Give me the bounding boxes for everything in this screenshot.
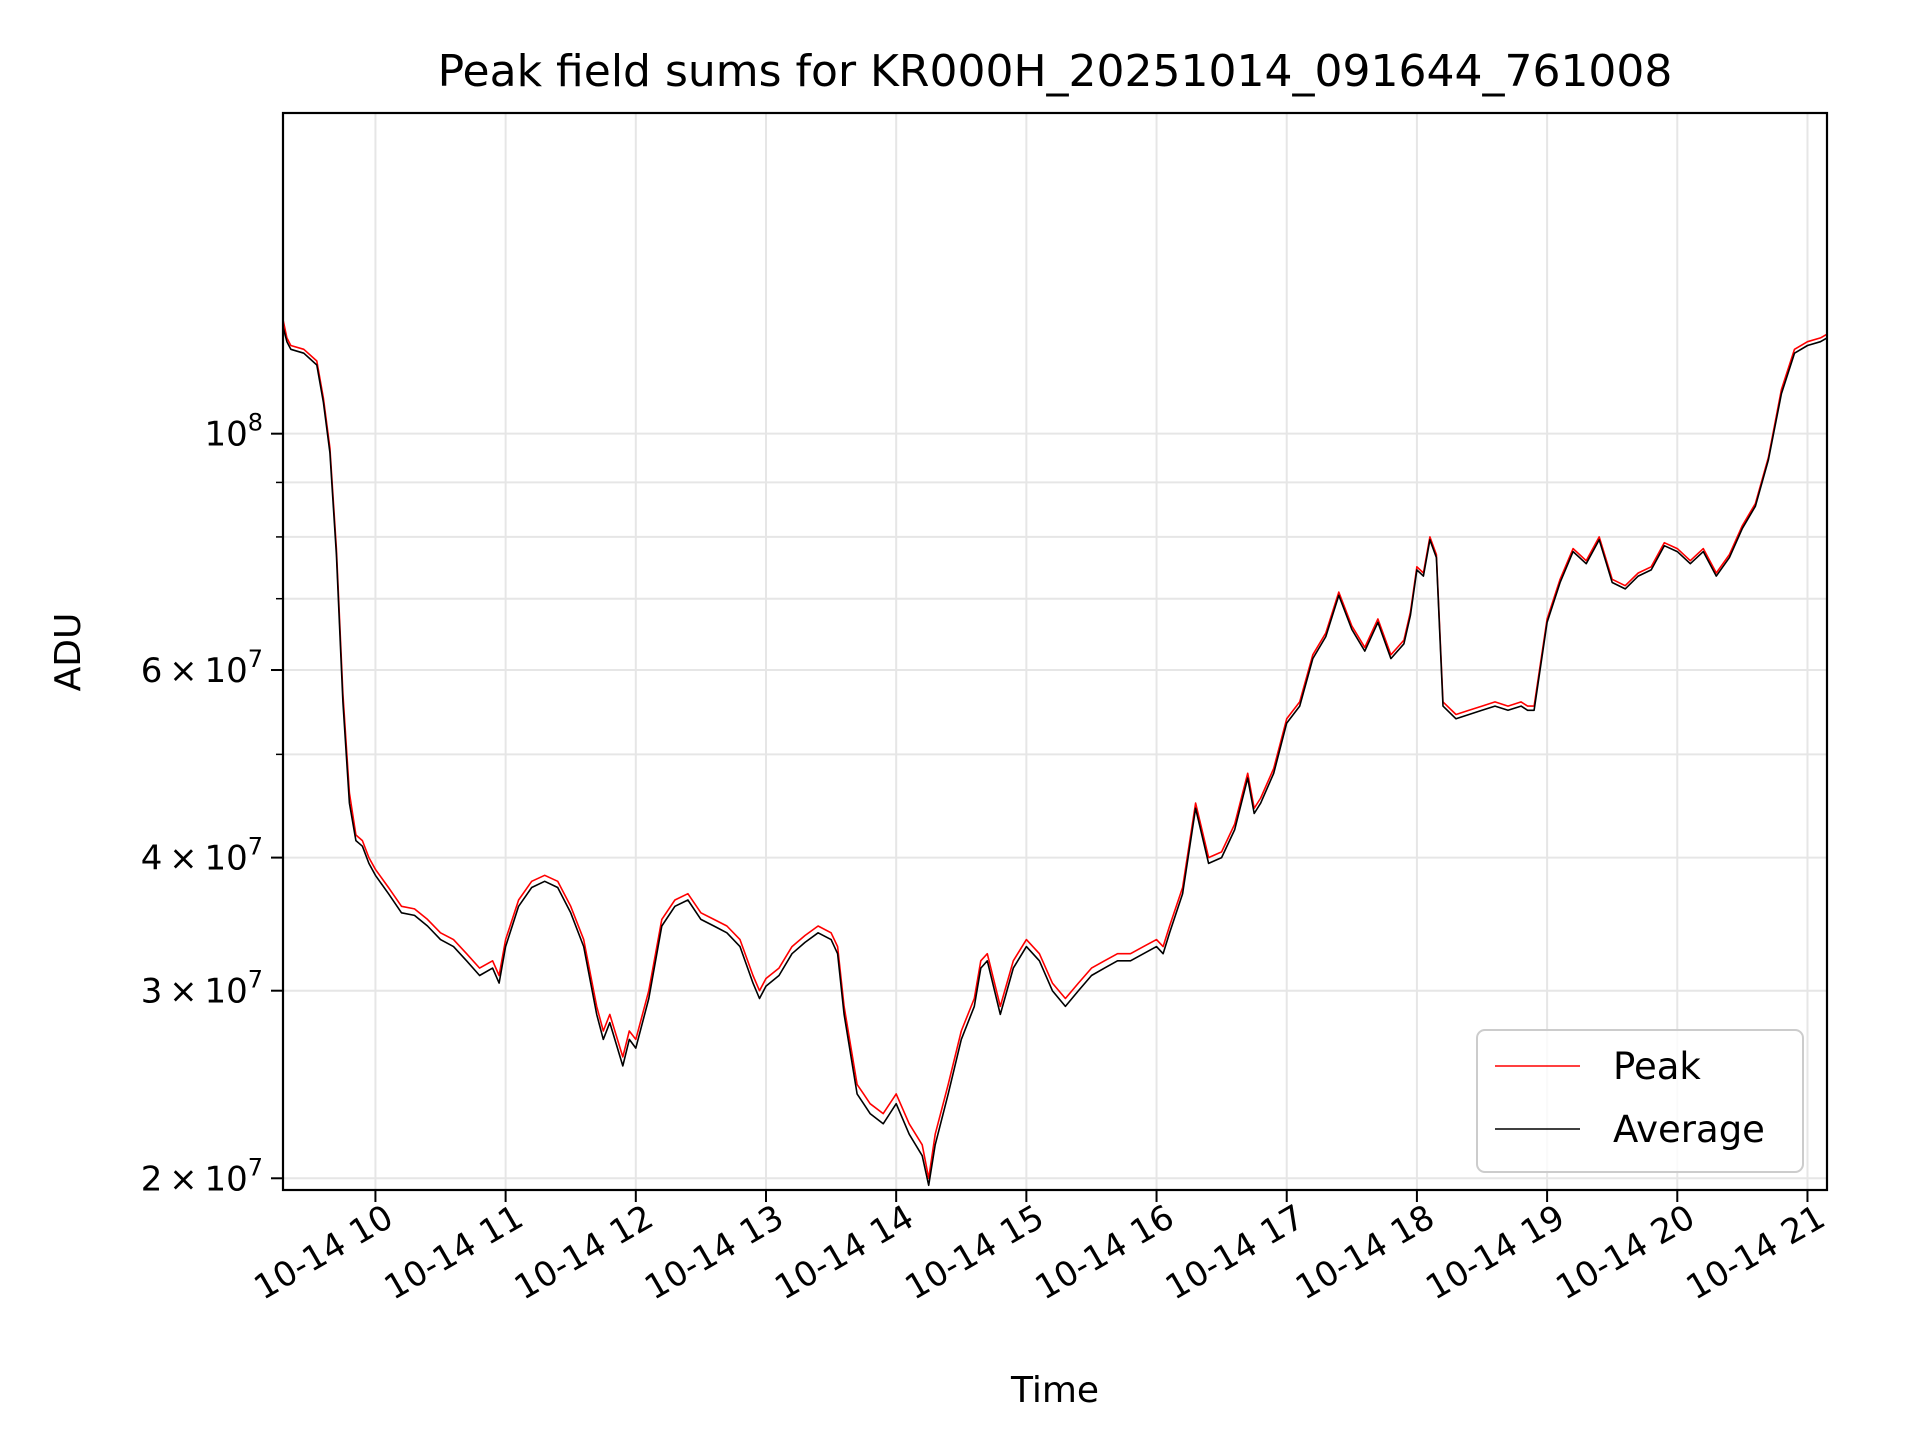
legend-label-peak: Peak: [1613, 1045, 1701, 1088]
x-axis-label: Time: [1010, 1370, 1099, 1411]
y-axis-label: ADU: [48, 613, 89, 692]
y-tick-label: 2 × 107: [141, 1153, 263, 1199]
peak-series-line: [282, 319, 1828, 1180]
grid: [283, 113, 1827, 1190]
average-series-line: [282, 326, 1828, 1187]
y-tick-label: 3 × 107: [141, 966, 263, 1012]
legend-label-average: Average: [1613, 1108, 1765, 1151]
y-tick-label: 6 × 107: [141, 645, 263, 691]
chart-title: Peak field sums for KR000H_20251014_0916…: [438, 46, 1673, 97]
plot-frame: [281, 111, 1829, 1192]
legend: Peak Average: [1476, 1029, 1804, 1173]
y-axis: 2 × 107 3 × 107 4 × 107 6 × 107 108: [141, 409, 283, 1199]
y-tick-label: 4 × 107: [141, 833, 263, 879]
y-tick-label: 108: [204, 409, 263, 455]
